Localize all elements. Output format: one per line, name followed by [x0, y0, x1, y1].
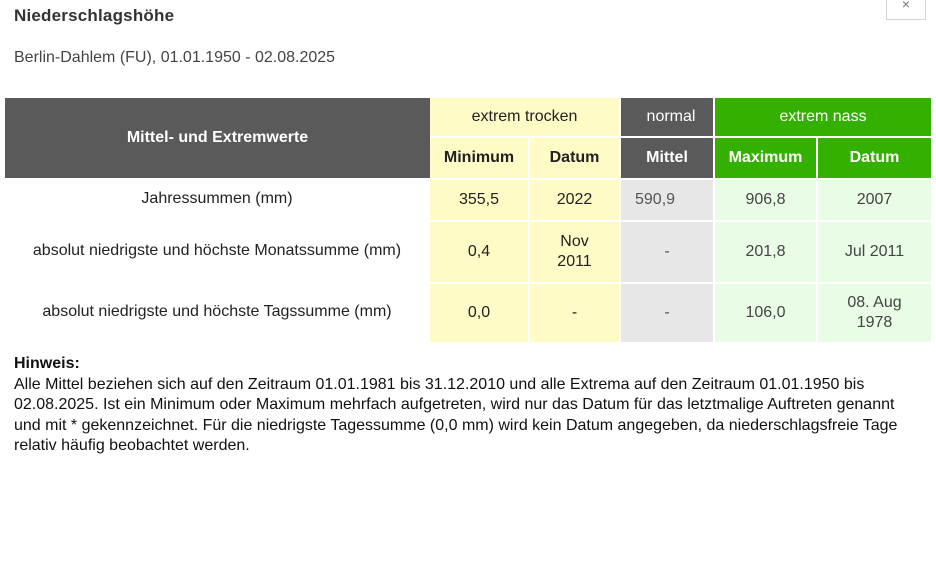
min-date-cell: Nov 2011 [528, 220, 619, 282]
column-header-minimum: Minimum [430, 138, 528, 178]
minimum-cell: 355,5 [430, 178, 528, 220]
row-label: absolut niedrigste und höchste Monatssum… [5, 220, 430, 282]
min-date-cell: 2022 [528, 178, 619, 220]
group-header-wet: extrem nass [713, 98, 932, 138]
column-header-maximum: Maximum [713, 138, 816, 178]
minimum-cell: 0,4 [430, 220, 528, 282]
close-button[interactable]: × [886, 0, 926, 20]
column-header-mean: Mittel [619, 138, 713, 178]
row-label: Jahressummen (mm) [5, 178, 430, 220]
table-row: absolut niedrigste und höchste Monatssum… [5, 220, 932, 282]
mean-cell: - [619, 282, 713, 342]
group-header-dry: extrem trocken [430, 98, 619, 138]
note-text: Alle Mittel beziehen sich auf den Zeitra… [14, 375, 898, 455]
table-corner-header: Mittel- und Extremwerte [5, 98, 430, 178]
column-header-max-date: Datum [816, 138, 932, 178]
station-period: Berlin-Dahlem (FU), 01.01.1950 - 02.08.2… [14, 49, 336, 66]
max-date-cell: 08. Aug 1978 [816, 282, 932, 342]
max-date-cell: Jul 2011 [816, 220, 932, 282]
maximum-cell: 201,8 [713, 220, 816, 282]
min-date-cell: - [528, 282, 619, 342]
maximum-cell: 106,0 [713, 282, 816, 342]
minimum-cell: 0,0 [430, 282, 528, 342]
row-label: absolut niedrigste und höchste Tagssumme… [5, 282, 430, 342]
mean-cell: - [619, 220, 713, 282]
note-title: Hinweis: [14, 355, 80, 372]
maximum-cell: 906,8 [713, 178, 816, 220]
max-date-cell: 2007 [816, 178, 932, 220]
precipitation-table: Mittel- und Extremwerte extrem trocken n… [5, 98, 932, 342]
table-row: absolut niedrigste und höchste Tagssumme… [5, 282, 932, 342]
column-header-min-date: Datum [528, 138, 619, 178]
mean-cell: 590,9 [619, 178, 713, 220]
table-row: Jahressummen (mm) 355,5 2022 590,9 906,8… [5, 178, 932, 220]
page-title: Niederschlagshöhe [14, 6, 175, 25]
note-section: Hinweis: Alle Mittel beziehen sich auf d… [14, 354, 914, 457]
group-header-normal: normal [619, 98, 713, 138]
close-icon: × [901, 0, 911, 12]
